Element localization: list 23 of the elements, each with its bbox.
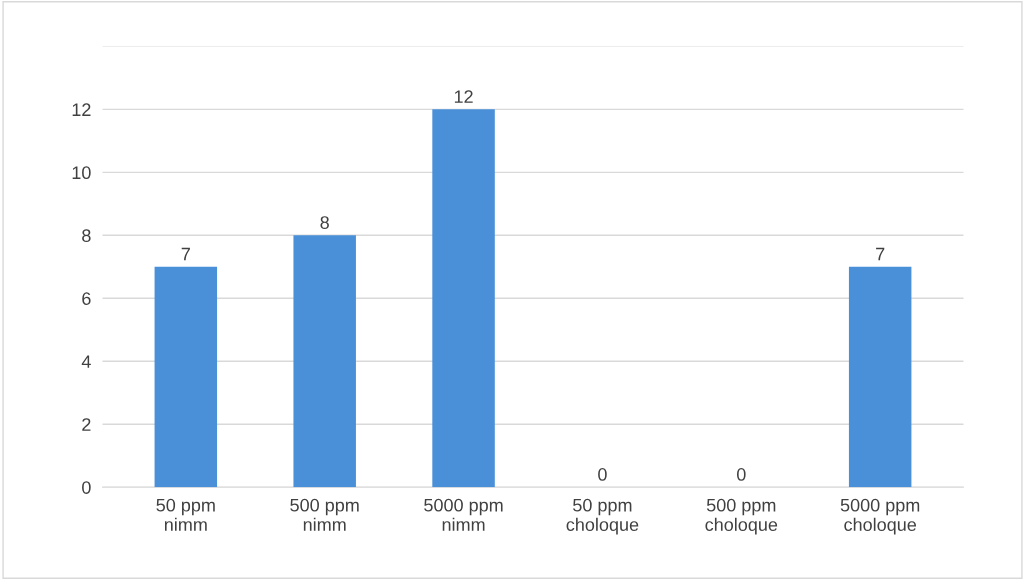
data-label: 0 <box>598 468 607 481</box>
x-tick-label: 500 ppm nimm <box>290 498 359 531</box>
data-label: 12 <box>454 90 473 103</box>
data-label: 8 <box>320 216 329 229</box>
x-tick-label: 5000 ppm choloque <box>840 498 920 535</box>
y-tick-label: 6 <box>82 292 91 306</box>
y-tick-label: 10 <box>72 166 91 180</box>
data-label: 7 <box>181 247 190 261</box>
data-label: 7 <box>876 247 885 261</box>
bar <box>432 109 495 488</box>
y-tick-label: 4 <box>81 355 91 368</box>
bar <box>293 235 356 488</box>
x-tick-label: 50 ppm nimm <box>156 498 215 531</box>
y-tick-label: 0 <box>82 481 91 494</box>
data-label: 0 <box>736 468 746 481</box>
y-tick-label: 12 <box>72 103 91 116</box>
x-tick-label: 5000 ppm nimm <box>424 498 503 531</box>
bar <box>154 266 218 488</box>
bar <box>848 266 912 488</box>
y-tick-label: 2 <box>82 418 91 431</box>
x-tick-label: 500 ppm choloque <box>705 498 778 535</box>
y-tick-label: 8 <box>82 229 91 243</box>
x-tick-label: 50 ppm choloque <box>566 498 639 535</box>
